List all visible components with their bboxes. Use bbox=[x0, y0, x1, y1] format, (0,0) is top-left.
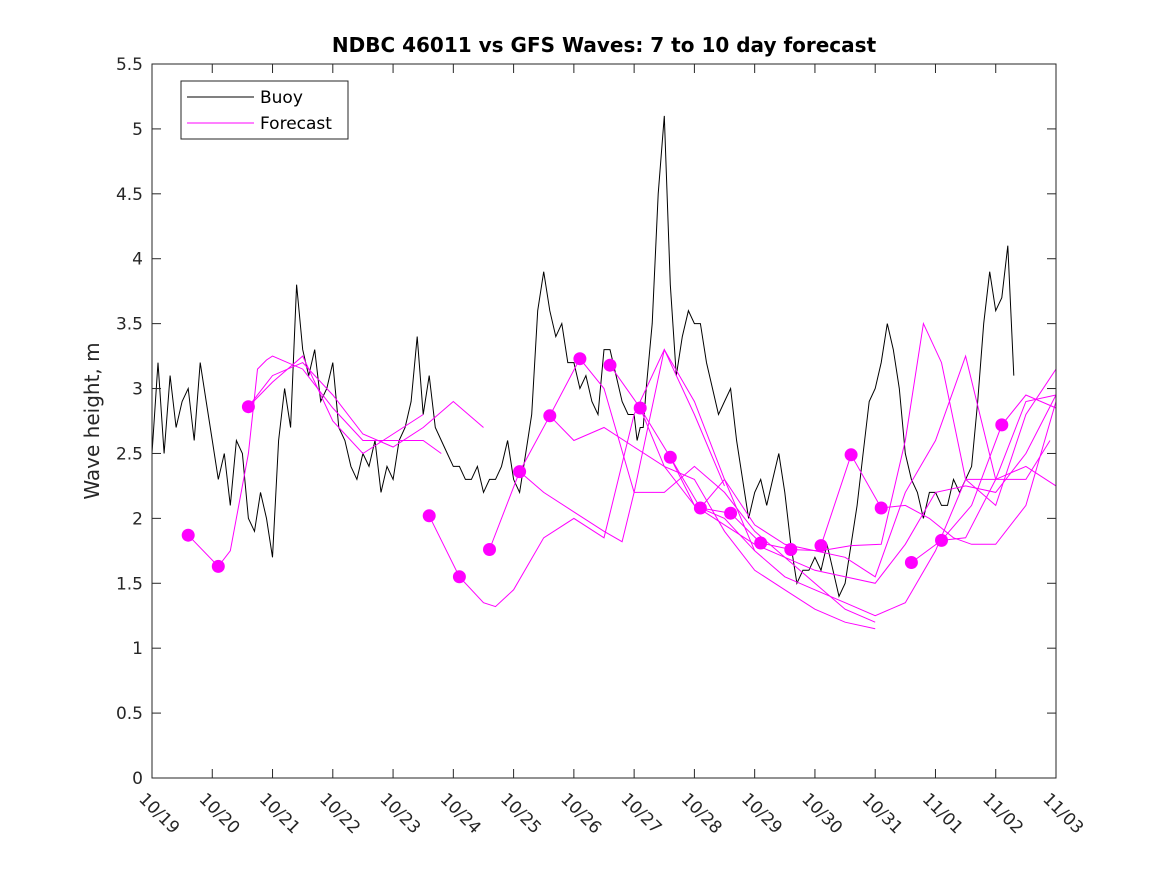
legend-box bbox=[180, 80, 349, 140]
chart-title: NDBC 46011 vs GFS Waves: 7 to 10 day for… bbox=[332, 33, 877, 57]
forecast-point bbox=[663, 450, 677, 464]
y-tick-label: 2.5 bbox=[116, 444, 143, 464]
series-layer bbox=[151, 115, 1057, 630]
y-tick-label: 1.5 bbox=[116, 574, 143, 594]
y-tick-label: 1 bbox=[132, 639, 143, 659]
forecast-point bbox=[543, 409, 557, 423]
y-tick-label: 3.5 bbox=[116, 315, 143, 335]
legend-label-forecast: Forecast bbox=[260, 114, 332, 134]
forecast-point bbox=[693, 501, 707, 515]
y-tick-label: 0.5 bbox=[116, 704, 143, 724]
forecast-point bbox=[784, 543, 798, 556]
forecast-point bbox=[874, 501, 888, 515]
forecast-run-line-4 bbox=[428, 348, 725, 608]
forecast-run-line-2 bbox=[248, 355, 424, 455]
forecast-point bbox=[573, 352, 587, 366]
buoy-series-line bbox=[151, 115, 1015, 598]
y-tick-label: 2 bbox=[132, 509, 143, 529]
plot-area bbox=[152, 64, 1056, 778]
y-tick-label: 5.5 bbox=[116, 55, 143, 75]
forecast-point bbox=[904, 556, 918, 569]
forecast-point bbox=[995, 418, 1009, 432]
y-tick-label: 0 bbox=[132, 769, 143, 789]
forecast-run-line-5 bbox=[489, 348, 756, 551]
forecast-run-line-8 bbox=[609, 364, 1057, 617]
forecast-point bbox=[633, 401, 647, 415]
forecast-run-line-10 bbox=[669, 354, 1051, 578]
y-axis: 0 0.5 1 1.5 2 2.5 3 3.5 4 4.5 5 5.5 bbox=[116, 55, 1056, 789]
forecast-point bbox=[603, 358, 617, 372]
forecast-run-line-3 bbox=[248, 362, 484, 448]
forecast-run-line-6 bbox=[519, 414, 876, 630]
forecast-point bbox=[211, 559, 225, 573]
forecast-point bbox=[483, 543, 496, 556]
forecast-run-line-12 bbox=[820, 401, 1057, 546]
y-tick-label: 3 bbox=[132, 380, 143, 400]
forecast-point bbox=[241, 400, 255, 414]
forecast-point bbox=[724, 506, 738, 520]
forecast-point bbox=[181, 528, 195, 542]
forecast-run-line-1 bbox=[187, 355, 442, 568]
legend: Buoy Forecast bbox=[180, 80, 349, 140]
y-tick-label: 4.5 bbox=[116, 185, 143, 205]
forecast-point bbox=[422, 509, 436, 523]
y-tick-label: 5 bbox=[132, 120, 143, 140]
forecast-point bbox=[452, 570, 466, 584]
forecast-point bbox=[935, 533, 948, 547]
axes-box bbox=[151, 63, 1057, 779]
forecast-point bbox=[513, 465, 527, 479]
y-tick-label: 4 bbox=[132, 250, 143, 270]
forecast-point bbox=[844, 448, 858, 462]
legend-label-buoy: Buoy bbox=[260, 88, 303, 108]
y-axis-label: Wave height, m bbox=[80, 342, 104, 499]
forecast-run-line-7 bbox=[549, 357, 876, 623]
forecast-point bbox=[754, 536, 768, 550]
forecast-point bbox=[814, 539, 828, 553]
